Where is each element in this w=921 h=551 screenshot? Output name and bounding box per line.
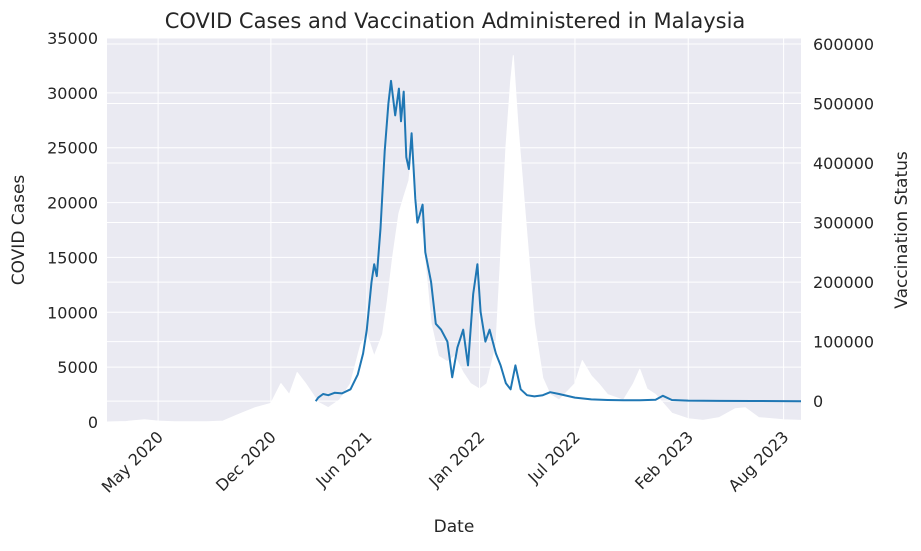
series-vaccination-line xyxy=(314,79,802,403)
right-tick-label: 0 xyxy=(813,392,823,411)
left-tick-label: 10000 xyxy=(47,303,98,322)
x-tick-label: Aug 2023 xyxy=(725,427,793,495)
right-axis-ticks: 0 100000 200000 300000 400000 500000 600000 xyxy=(813,35,874,411)
x-axis-ticks: May 2020 Dec 2020 Jun 2021 Jan 2022 Jul 2022… xyxy=(98,427,793,496)
x-tick-label: Dec 2020 xyxy=(212,427,280,495)
y-axis-label-right: Vaccination Status xyxy=(892,151,912,309)
left-tick-label: 25000 xyxy=(47,139,98,158)
x-tick-label: Jun 2021 xyxy=(311,427,375,491)
right-tick-label: 300000 xyxy=(813,214,874,233)
grid-lines xyxy=(107,37,801,423)
left-tick-label: 5000 xyxy=(57,358,98,377)
right-tick-label: 100000 xyxy=(813,333,874,352)
x-tick-label: Feb 2023 xyxy=(631,427,697,493)
right-tick-label: 500000 xyxy=(813,94,874,113)
y-axis-label-left: COVID Cases xyxy=(9,175,29,286)
x-tick-label: May 2020 xyxy=(98,427,167,496)
x-tick-label: Jan 2022 xyxy=(424,427,488,491)
left-tick-label: 35000 xyxy=(47,29,98,48)
right-tick-label: 400000 xyxy=(813,154,874,173)
x-tick-label: Jul 2022 xyxy=(524,427,584,487)
right-tick-label: 600000 xyxy=(813,35,874,54)
chart-title: COVID Cases and Vaccination Administered… xyxy=(165,9,746,33)
left-tick-label: 30000 xyxy=(47,84,98,103)
left-tick-label: 20000 xyxy=(47,194,98,213)
left-tick-label: 0 xyxy=(88,413,98,432)
left-axis-ticks: 0 5000 10000 15000 20000 25000 30000 35000 xyxy=(47,29,98,432)
left-tick-label: 15000 xyxy=(47,248,98,267)
series-layer xyxy=(106,55,802,423)
series-cases-area xyxy=(106,55,802,423)
right-tick-label: 200000 xyxy=(813,273,874,292)
x-axis-label: Date xyxy=(434,517,475,537)
